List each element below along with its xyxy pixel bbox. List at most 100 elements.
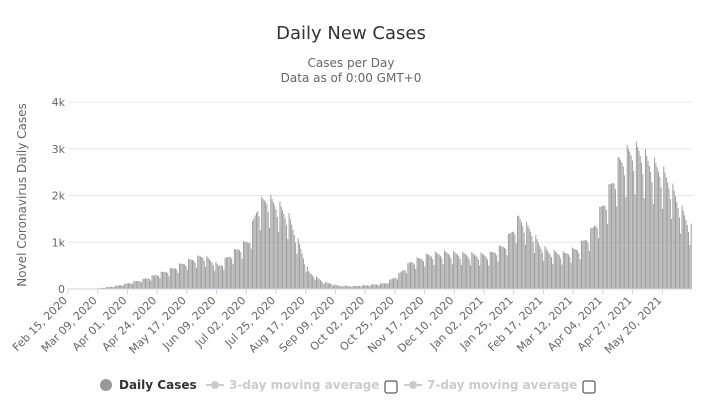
bar — [124, 283, 126, 289]
bar — [463, 252, 465, 289]
bar — [333, 285, 334, 289]
bar — [592, 227, 594, 289]
bar — [205, 267, 207, 289]
bar — [296, 254, 298, 289]
bar — [244, 241, 246, 289]
bar — [253, 218, 255, 289]
bar — [543, 260, 545, 289]
bar — [348, 286, 350, 289]
bar — [314, 280, 316, 289]
legend-item-7-day-average[interactable]: 7-day moving average — [404, 378, 596, 394]
bar — [172, 268, 174, 289]
bar — [142, 278, 144, 289]
bar — [522, 226, 524, 289]
bar — [513, 231, 515, 289]
y-tick-label: 2k — [52, 190, 66, 203]
bar — [536, 239, 538, 289]
bar — [437, 253, 439, 289]
bar — [165, 272, 167, 289]
checkbox-3-day-average[interactable] — [384, 380, 398, 394]
bar — [402, 270, 404, 289]
bar — [515, 243, 517, 289]
bar — [338, 285, 340, 289]
bar — [600, 206, 602, 289]
bar — [378, 285, 380, 289]
bar — [125, 283, 127, 289]
bar — [470, 265, 472, 289]
bar — [323, 284, 325, 289]
bar — [255, 212, 257, 289]
legend-label-3-day-average: 3-day moving average — [229, 378, 379, 392]
bar — [598, 238, 599, 289]
bar — [613, 183, 615, 289]
bar — [237, 249, 239, 289]
bar — [403, 270, 405, 289]
bar — [135, 281, 137, 289]
bar — [284, 218, 286, 289]
bar — [229, 256, 231, 289]
bar — [524, 244, 526, 289]
bar — [518, 215, 520, 289]
bar — [677, 208, 679, 289]
legend-label-daily-cases: Daily Cases — [119, 378, 197, 392]
bar — [618, 157, 620, 289]
bar — [167, 273, 169, 289]
bar — [286, 225, 287, 289]
bar — [654, 157, 656, 289]
bar — [168, 275, 170, 289]
y-tick-label: 0 — [58, 283, 65, 296]
bar — [129, 283, 131, 289]
bar — [415, 269, 417, 289]
bar — [361, 285, 363, 289]
bar — [549, 254, 551, 289]
bar — [601, 205, 603, 289]
bar — [173, 268, 175, 289]
bar — [509, 233, 511, 289]
bar — [428, 254, 430, 289]
bar — [641, 162, 643, 289]
bar — [479, 265, 481, 289]
bar — [316, 276, 317, 289]
bar — [186, 269, 188, 289]
bar — [539, 246, 541, 289]
bar — [182, 263, 184, 289]
bar — [134, 281, 136, 289]
bar — [252, 220, 254, 289]
bar — [359, 286, 361, 289]
legend-item-daily-cases[interactable]: Daily Cases — [100, 378, 197, 392]
bar — [185, 265, 187, 289]
bar — [305, 271, 307, 289]
checkbox-7-day-average[interactable] — [582, 380, 596, 394]
bar — [201, 257, 203, 289]
bar — [485, 256, 487, 289]
bar — [612, 182, 614, 289]
bar — [582, 240, 584, 289]
bar — [527, 225, 529, 289]
bar — [225, 257, 227, 289]
bar — [462, 251, 464, 289]
bar — [548, 252, 550, 289]
bar — [181, 263, 183, 289]
bar — [574, 249, 576, 289]
bar — [560, 258, 562, 289]
bar — [541, 252, 543, 289]
bar — [319, 280, 321, 289]
bar — [109, 286, 111, 289]
bar — [171, 268, 173, 289]
bar — [517, 215, 519, 289]
bar — [604, 205, 606, 289]
bar — [193, 260, 195, 289]
bar — [579, 259, 581, 289]
bar — [330, 283, 332, 289]
bar — [128, 283, 129, 289]
bar — [436, 252, 438, 289]
legend-marker-daily-cases — [100, 379, 112, 391]
bar — [231, 258, 233, 289]
bar — [160, 271, 162, 289]
bar — [407, 263, 409, 289]
bar — [540, 248, 542, 289]
legend-item-3-day-average[interactable]: 3-day moving average — [206, 378, 398, 394]
bar — [556, 252, 558, 289]
y-tick-label: 3k — [52, 143, 66, 156]
bar — [660, 187, 662, 289]
